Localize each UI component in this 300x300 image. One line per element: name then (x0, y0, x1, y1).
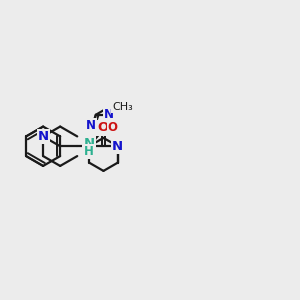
Text: N: N (112, 140, 123, 153)
Text: CH₃: CH₃ (112, 102, 133, 112)
Text: H: H (84, 145, 94, 158)
Text: N: N (85, 119, 96, 132)
Text: O: O (98, 122, 109, 134)
Text: N: N (83, 137, 94, 150)
Text: N: N (38, 130, 49, 143)
Text: O: O (107, 121, 118, 134)
Text: N: N (104, 108, 114, 121)
